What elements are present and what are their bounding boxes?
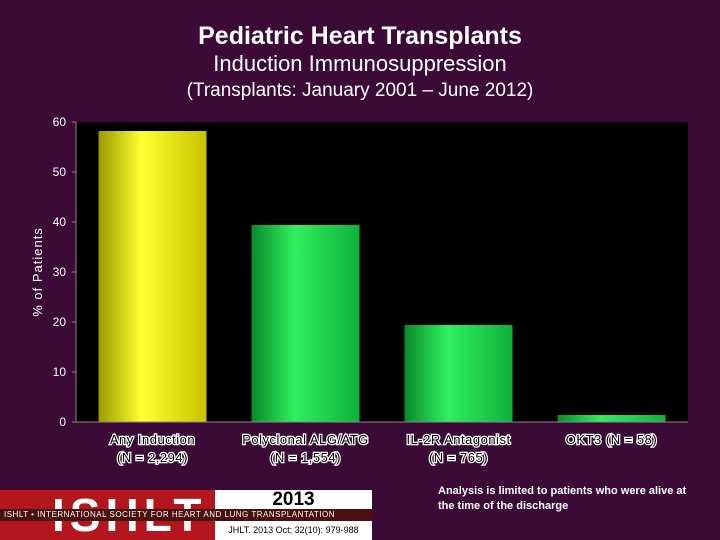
chart-date-range: (Transplants: January 2001 – June 2012) <box>186 80 534 101</box>
y-tick-label: 0 <box>59 415 66 429</box>
bar-2 <box>404 325 513 422</box>
chart-title: Pediatric Heart Transplants <box>198 22 522 50</box>
x-tick-label: (N = 765) <box>429 450 488 465</box>
bar-0 <box>98 131 207 422</box>
x-tick-label: IL-2R Antagonist <box>406 432 510 447</box>
y-axis-label: % of Patients <box>30 227 45 317</box>
chart-subtitle: Induction Immunosuppression <box>213 51 507 76</box>
y-tick-label: 50 <box>53 165 67 179</box>
y-tick-label: 60 <box>53 115 67 129</box>
y-tick-label: 20 <box>53 315 67 329</box>
x-tick-label: (N = 1,554) <box>270 450 341 465</box>
x-tick-label: (N = 2,294) <box>117 450 188 465</box>
x-tick-label: OKT3 (N = 58) <box>566 432 657 447</box>
y-tick-label: 10 <box>53 365 67 379</box>
journal-citation: JHLT. 2013 Oct; 32(10): 979-988 <box>215 521 372 540</box>
x-tick-label: Polyclonal ALG/ATG <box>242 432 369 447</box>
society-name: ISHLT • INTERNATIONAL SOCIETY FOR HEART … <box>0 509 372 521</box>
bar-chart: 0 10 20 30 40 50 60 % of Patients Any Induction… <box>30 115 688 466</box>
bar-3 <box>557 415 666 422</box>
y-tick-label: 30 <box>53 265 67 279</box>
y-tick-label: 40 <box>53 215 67 229</box>
x-tick-label: Any Induction <box>110 432 195 447</box>
bar-1 <box>251 225 360 422</box>
analysis-note: Analysis is limited to patients who were… <box>438 485 687 512</box>
report-year: 2013 <box>215 490 372 510</box>
